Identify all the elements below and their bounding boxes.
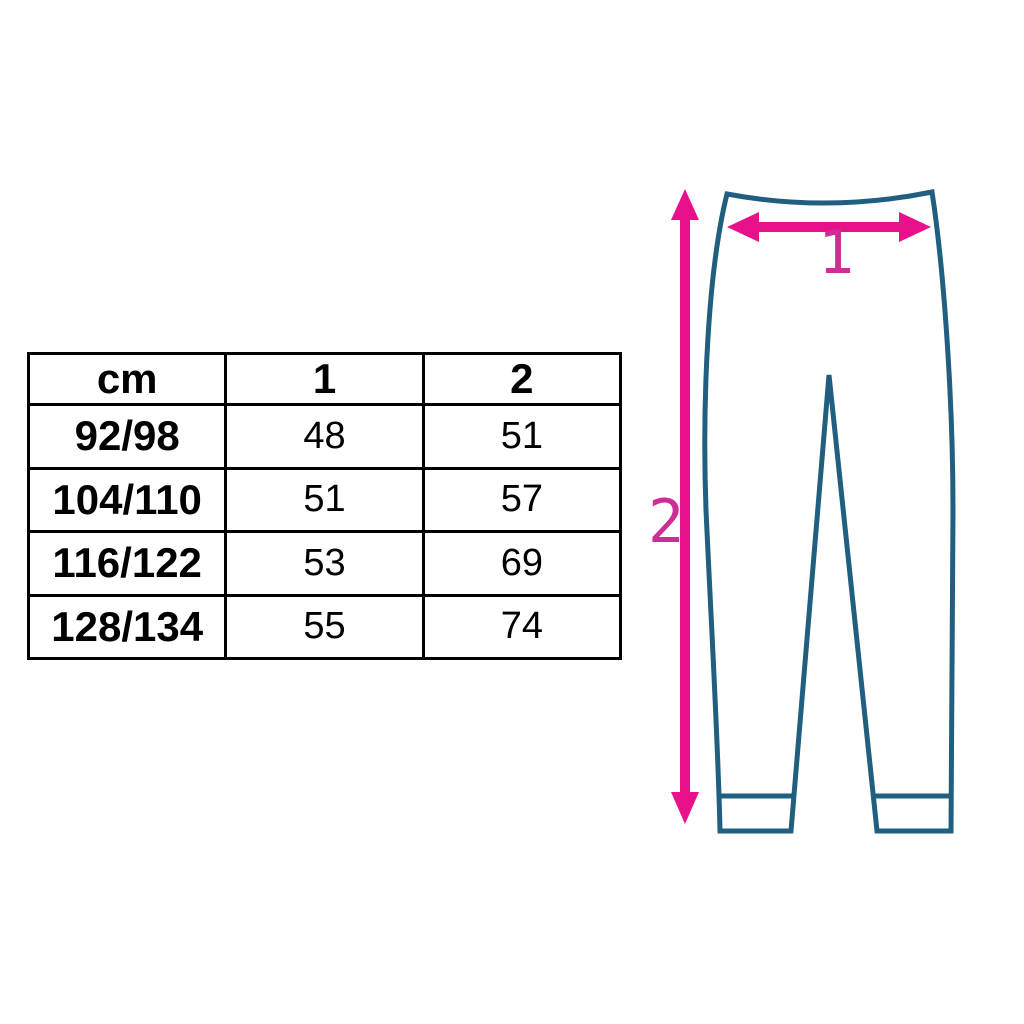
- measure-2-cell: 69: [421, 530, 623, 597]
- width-measure-label: 1: [818, 218, 854, 288]
- width-arrow-right-head: [899, 212, 931, 242]
- table-row: 92/98 48 51: [26, 403, 623, 470]
- measure-1-cell: 51: [224, 466, 425, 533]
- width-arrow-left-head: [727, 212, 759, 242]
- measure-2-cell: 57: [421, 466, 623, 533]
- measure-2-cell: 74: [421, 593, 623, 660]
- measure-1-cell: 55: [224, 593, 425, 660]
- table-header-row: cm 1 2: [26, 352, 623, 406]
- size-cell: 92/98: [26, 403, 228, 470]
- size-cell: 116/122: [26, 530, 228, 597]
- measure-2-cell: 51: [421, 403, 623, 470]
- header-measure-1: 1: [224, 352, 425, 406]
- length-measure-label: 2: [648, 487, 684, 557]
- length-arrow-top-head: [671, 189, 699, 220]
- length-arrow-bottom-head: [671, 792, 699, 824]
- header-cm: cm: [26, 352, 228, 406]
- table-row: 104/110 51 57: [26, 466, 623, 533]
- size-cell: 128/134: [26, 593, 228, 660]
- size-cell: 104/110: [26, 466, 228, 533]
- table-row: 116/122 53 69: [26, 530, 623, 597]
- header-measure-2: 2: [421, 352, 623, 406]
- pants-outline-shape: [702, 189, 956, 834]
- measure-1-cell: 48: [224, 403, 425, 470]
- measure-1-cell: 53: [224, 530, 425, 597]
- size-table: cm 1 2 92/98 48 51 104/110 51 57 116/122…: [26, 352, 623, 660]
- width-arrow: [727, 212, 931, 242]
- length-arrow: [671, 189, 699, 824]
- table-row: 128/134 55 74: [26, 593, 623, 660]
